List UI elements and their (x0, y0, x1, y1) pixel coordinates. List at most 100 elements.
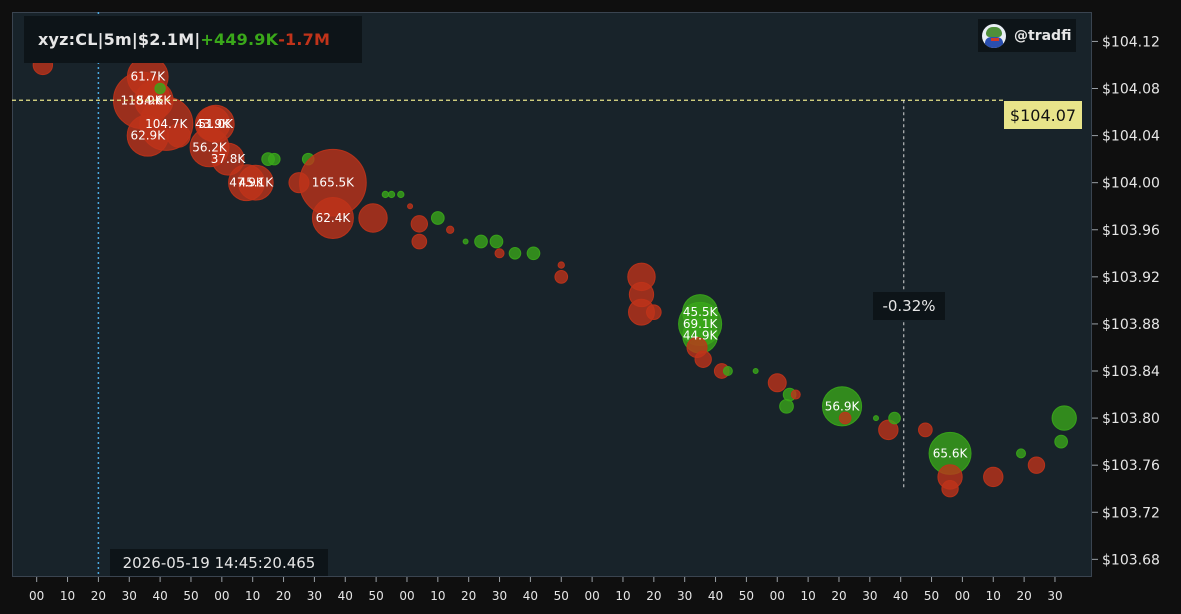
interval-label: 5m (103, 30, 132, 49)
x-axis-tick-label: 10 (245, 589, 260, 603)
x-axis-tick-label: 10 (60, 589, 75, 603)
x-axis-tick-label: 20 (461, 589, 476, 603)
trade-bubble (154, 82, 166, 95)
x-axis-tick-label: 00 (584, 589, 599, 603)
trade-bubble (873, 415, 879, 422)
x-axis-tick-label: 10 (615, 589, 630, 603)
trade-volume-label: 69.1K (683, 317, 719, 331)
chart-header: xyz:CL | 5m | $2.1M | +449.9K -1.7M (24, 16, 362, 63)
x-axis-tick-label: 10 (800, 589, 815, 603)
trade-bubble (554, 269, 569, 284)
trade-bubble (645, 304, 662, 320)
trade-bubble (508, 247, 522, 260)
x-axis-tick-label: 30 (307, 589, 322, 603)
trade-volume-label: 62.4K (316, 211, 352, 225)
y-axis-tick-label: $103.80 (1102, 411, 1160, 427)
trade-bubble (397, 190, 405, 199)
trade-bubble (166, 123, 191, 148)
trade-volume-label: 45.5K (683, 305, 719, 319)
trade-bubble (381, 190, 390, 199)
trade-bubble (941, 480, 959, 498)
y-axis-tick-label: $104.00 (1102, 176, 1160, 192)
brand-handle: @tradfi (1014, 27, 1072, 44)
x-axis-tick-label: 50 (554, 589, 569, 603)
y-axis-tick-label: $103.96 (1102, 223, 1160, 239)
trade-bubble (983, 466, 1004, 488)
trade-bubble (410, 215, 429, 233)
trade-bubble (1051, 405, 1077, 431)
trade-bubble (888, 411, 901, 425)
trade-bubble (267, 152, 281, 166)
symbol-label: xyz:CL (38, 30, 98, 49)
trade-bubble (1027, 456, 1046, 474)
y-axis-tick-label: $103.92 (1102, 270, 1160, 286)
x-axis-tick-label: 40 (893, 589, 908, 603)
x-axis-tick-label: 20 (91, 589, 106, 603)
trade-bubble (838, 411, 852, 425)
trade-volume-label: 61.7K (130, 70, 166, 84)
y-axis-tick-label: $103.88 (1102, 317, 1160, 333)
y-axis-tick-label: $103.68 (1102, 552, 1160, 568)
x-axis-tick-label: 30 (122, 589, 137, 603)
trade-volume-label: 45.1K (238, 176, 274, 190)
y-axis-tick-label: $103.84 (1102, 364, 1160, 380)
y-axis-tick-label: $104.12 (1102, 34, 1160, 50)
crosshair-price-label: $104.07 (1004, 101, 1082, 129)
x-axis-tick-label: 40 (338, 589, 353, 603)
trade-bubble (430, 211, 445, 225)
trade-bubble (387, 190, 396, 199)
trade-bubble (489, 234, 504, 249)
trade-bubble (211, 142, 245, 176)
x-axis-tick-label: 50 (924, 589, 939, 603)
y-axis-tick-label: $103.72 (1102, 505, 1160, 521)
trade-bubble (1016, 448, 1027, 459)
x-axis-tick-label: 00 (955, 589, 970, 603)
x-axis-tick-label: 50 (739, 589, 754, 603)
x-axis-tick-label: 00 (399, 589, 414, 603)
x-axis-tick-label: 20 (646, 589, 661, 603)
header-separator: | (194, 30, 201, 49)
trade-bubble (407, 203, 414, 210)
brand-badge[interactable]: @tradfi (978, 19, 1076, 52)
trade-volume-label: 37.8K (211, 152, 247, 166)
trade-bubble (311, 197, 354, 239)
volume-label: $2.1M (137, 30, 195, 49)
x-axis-tick-label: 10 (986, 589, 1001, 603)
header-separator: | (131, 30, 138, 49)
trade-bubble (722, 366, 733, 377)
trade-bubble (752, 368, 759, 375)
x-axis-tick-label: 40 (708, 589, 723, 603)
y-axis-tick-label: $104.04 (1102, 129, 1160, 145)
x-axis-tick-label: 30 (862, 589, 877, 603)
x-axis-tick-label: 50 (183, 589, 198, 603)
x-axis-tick-label: 00 (770, 589, 785, 603)
trade-bubble (474, 234, 488, 249)
trade-volume-label: 65.6K (933, 446, 969, 460)
buy-volume-label: +449.9K (200, 30, 279, 49)
trade-volume-label: 43.9K (195, 117, 231, 131)
trade-volume-label: 51.0K (198, 117, 234, 131)
trade-bubble (494, 248, 505, 259)
y-axis-tick-label: $104.08 (1102, 82, 1160, 98)
trade-bubble (526, 246, 541, 261)
trade-volume-label: 118.9K (120, 93, 163, 107)
trade-volume-label: 44.9K (683, 329, 719, 343)
y-axis-tick-label: $103.76 (1102, 458, 1160, 474)
trade-volume-label: 56.9K (825, 399, 861, 413)
x-axis-tick-label: 30 (1047, 589, 1062, 603)
x-axis-tick-label: 30 (492, 589, 507, 603)
crosshair-timestamp-label: 2026-05-19 14:45:20.465 (110, 549, 328, 576)
frog-avatar-icon (982, 23, 1006, 48)
trade-bubble (1054, 434, 1068, 449)
x-axis-tick-label: 40 (152, 589, 167, 603)
trade-volume-label: 47.9K (229, 176, 265, 190)
trade-bubble (237, 164, 274, 201)
x-axis-tick-label: 20 (276, 589, 291, 603)
sell-volume-label: -1.7M (278, 30, 331, 49)
x-axis-tick-label: 20 (831, 589, 846, 603)
price-change-label: -0.32% (873, 292, 945, 320)
x-axis-tick-label: 00 (29, 589, 44, 603)
trade-bubble (411, 233, 428, 250)
trade-bubble (557, 261, 565, 269)
